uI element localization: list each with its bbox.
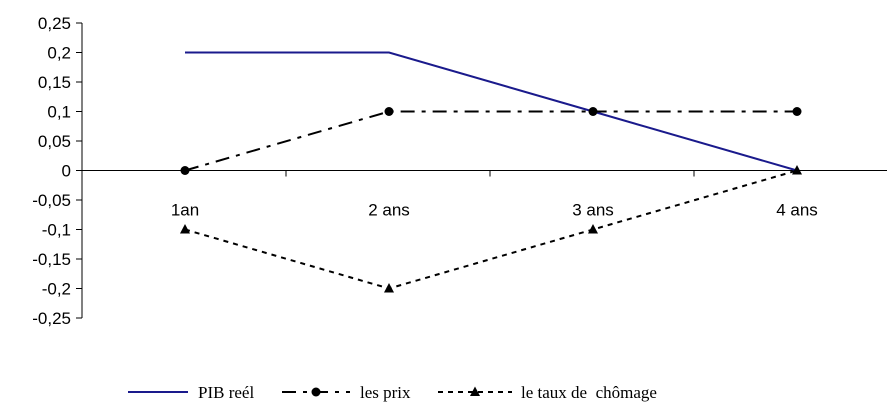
y-tick-label: -0,1 bbox=[42, 221, 71, 240]
y-axis: 0,25 0,2 0,15 0,1 0,05 0 -0,05 -0,1 -0,15 -0,2 -0,… bbox=[32, 14, 83, 328]
series-line-2 bbox=[184, 110, 797, 172]
x-category-label: 1an bbox=[171, 201, 199, 220]
legend-marker-circle bbox=[311, 387, 321, 397]
data-point-triangle bbox=[588, 224, 598, 234]
y-tick-label: -0,25 bbox=[32, 309, 71, 328]
data-point-circle bbox=[384, 107, 394, 116]
data-point-triangle bbox=[384, 283, 394, 293]
y-tick-label: 0,2 bbox=[47, 44, 71, 63]
y-tick-label: 0,05 bbox=[38, 132, 71, 151]
data-point-circle bbox=[180, 166, 190, 175]
legend-label-2: les prix bbox=[360, 383, 411, 402]
y-tick-label: 0,25 bbox=[38, 14, 71, 33]
legend-marker-triangle bbox=[470, 386, 480, 396]
y-tick-label: -0,15 bbox=[32, 250, 71, 269]
y-tick-label: 0,15 bbox=[38, 73, 71, 92]
legend-label-1: PIB reél bbox=[198, 383, 254, 402]
data-point-circle bbox=[588, 107, 598, 116]
legend-label-3: le taux de chômage bbox=[521, 383, 657, 402]
y-tick-label: 0 bbox=[62, 162, 71, 181]
series-layer bbox=[180, 51, 802, 293]
y-tick-label: -0,2 bbox=[42, 280, 71, 299]
x-category-label: 4 ans bbox=[776, 201, 818, 220]
x-axis: 1an 2 ans 3 ans 4 ans bbox=[81, 170, 887, 220]
series-line-3 bbox=[184, 169, 798, 290]
y-tick-label: 0,1 bbox=[47, 103, 71, 122]
x-category-label: 3 ans bbox=[572, 201, 614, 220]
data-point-circle bbox=[792, 107, 802, 116]
data-point-triangle bbox=[180, 224, 190, 234]
x-category-label: 2 ans bbox=[368, 201, 410, 220]
data-point-triangle bbox=[792, 165, 802, 175]
y-tick-label: -0,05 bbox=[32, 191, 71, 210]
legend: PIB reél les prix le taux de chômage bbox=[128, 383, 657, 402]
series-line-1 bbox=[185, 51, 798, 172]
